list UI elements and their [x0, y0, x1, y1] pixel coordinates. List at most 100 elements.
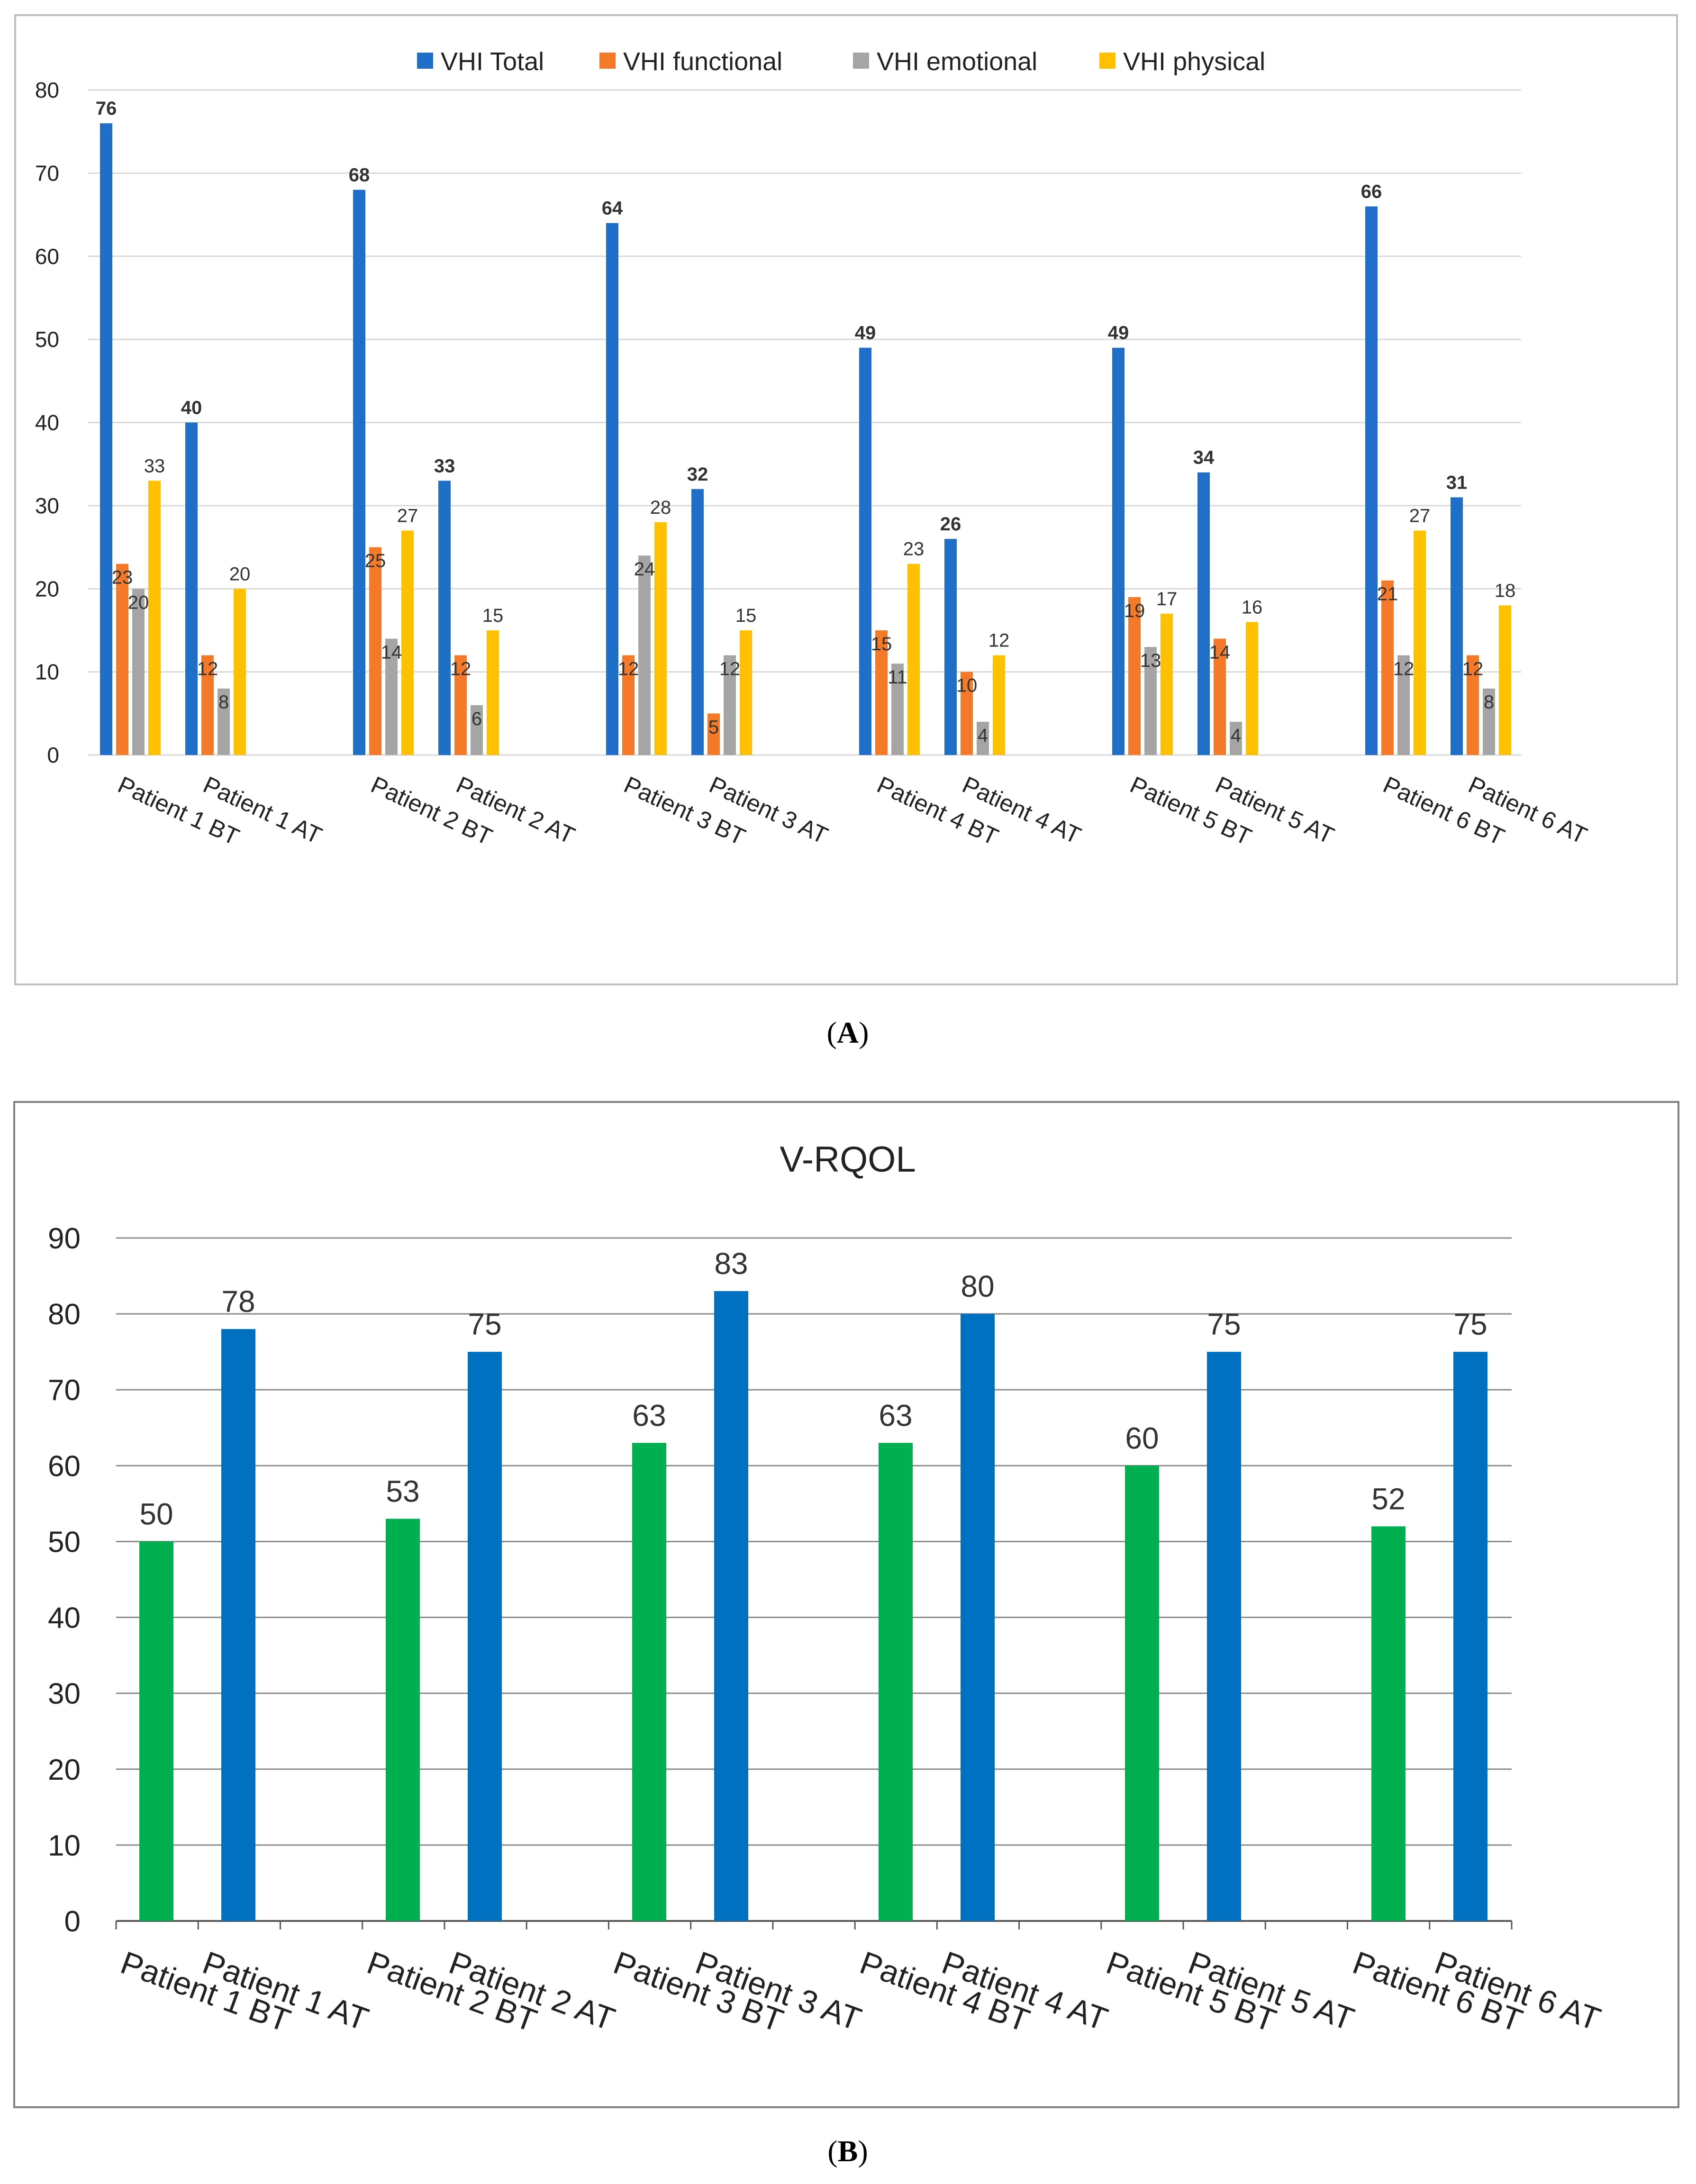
chart-a-ytick-10: 10	[35, 660, 59, 684]
chart-a-bar-patient-5-at-vhi-physical	[1246, 622, 1258, 755]
chart-b-ytick-60: 60	[48, 1450, 81, 1483]
chart-a-label-patient-4-at-vhi-total: 26	[940, 514, 961, 535]
chart-a-bar-patient-2-bt-vhi-emotional	[385, 638, 398, 755]
chart-a-bar-patient-3-bt-vhi-physical	[654, 522, 667, 755]
chart-a-label-patient-1-at-vhi-physical: 20	[229, 564, 251, 584]
chart-a-label-patient-1-at-vhi-emotional: 8	[218, 692, 229, 713]
chart-a-label-patient-2-bt-vhi-emotional: 14	[381, 642, 402, 663]
chart-a-bar-patient-4-at-vhi-functional	[961, 672, 973, 755]
chart-a-bar-patient-1-bt-vhi-total	[100, 123, 112, 755]
chart-b-title: V-RQOL	[780, 1139, 916, 1180]
chart-b-bar-patient-4-at	[961, 1314, 995, 1921]
chart-a-bar-patient-6-at-vhi-physical	[1499, 605, 1511, 755]
chart-a-bar-patient-5-bt-vhi-total	[1112, 347, 1125, 755]
chart-a-label-patient-2-at-vhi-total: 33	[434, 455, 455, 476]
chart-a-label-patient-2-bt-vhi-total: 68	[349, 164, 370, 185]
chart-a-bar-patient-4-at-vhi-emotional	[977, 721, 989, 755]
chart-a-label-patient-2-bt-vhi-functional: 25	[365, 551, 386, 572]
chart-a-bar-patient-2-at-vhi-total	[438, 481, 451, 755]
chart-a-label-patient-5-at-vhi-total: 34	[1193, 447, 1215, 468]
chart-a-bar-patient-4-at-vhi-physical	[993, 655, 1005, 755]
chart-a-label-patient-5-bt-vhi-functional: 19	[1124, 601, 1145, 621]
chart-b-ytick-80: 80	[48, 1298, 81, 1331]
chart-b-ytick-30: 30	[48, 1678, 81, 1711]
chart-a-legend-label-vhi-functional: VHI functional	[623, 47, 782, 76]
chart-b-bar-patient-1-at	[221, 1329, 255, 1921]
chart-a-label-patient-4-at-vhi-physical: 12	[989, 630, 1010, 651]
chart-a-bar-patient-6-bt-vhi-emotional	[1397, 655, 1410, 755]
chart-a-bar-patient-3-bt-vhi-total	[606, 223, 618, 755]
chart-a-label-patient-6-at-vhi-functional: 12	[1462, 659, 1484, 680]
chart-a-label-patient-6-bt-vhi-functional: 21	[1377, 584, 1398, 605]
chart-a-ytick-60: 60	[35, 244, 59, 269]
chart-a-label-patient-5-bt-vhi-total: 49	[1108, 323, 1129, 344]
chart-a-label-patient-4-bt-vhi-total: 49	[855, 323, 876, 344]
chart-b-ytick-20: 20	[48, 1754, 81, 1786]
chart-a-bar-patient-2-at-vhi-functional	[454, 655, 467, 755]
chart-a-bar-patient-6-bt-vhi-total	[1365, 206, 1378, 755]
chart-b-label-patient-4-at: 80	[961, 1269, 994, 1303]
chart-a-bar-patient-1-at-vhi-emotional	[218, 688, 230, 755]
caption-a-letter: A	[837, 1016, 859, 1049]
chart-b-label-patient-5-bt: 60	[1125, 1421, 1159, 1455]
chart-a-legend-swatch-vhi-emotional	[853, 53, 869, 69]
chart-a-label-patient-6-bt-vhi-physical: 27	[1409, 505, 1431, 526]
chart-a-ytick-20: 20	[35, 576, 59, 601]
chart-a-bar-patient-6-at-vhi-total	[1451, 497, 1463, 755]
chart-a-bar-patient-2-at-vhi-physical	[487, 630, 499, 755]
chart-b-bar-patient-3-bt	[632, 1443, 666, 1921]
chart-b-bar-patient-1-bt	[139, 1541, 173, 1921]
chart-a-label-patient-3-at-vhi-functional: 5	[708, 717, 719, 737]
chart-a-bar-patient-1-bt-vhi-emotional	[132, 589, 145, 755]
chart-a-label-patient-1-at-vhi-total: 40	[181, 398, 202, 419]
chart-a-label-patient-3-bt-vhi-physical: 28	[650, 497, 671, 518]
chart-b-bar-patient-2-at	[468, 1352, 502, 1921]
chart-a-bar-patient-5-at-vhi-total	[1197, 472, 1210, 755]
chart-a-bar-patient-6-at-vhi-functional	[1467, 655, 1479, 755]
chart-a-label-patient-4-bt-vhi-functional: 15	[871, 634, 892, 655]
chart-a-bar-patient-5-bt-vhi-physical	[1161, 613, 1173, 755]
chart-a-label-patient-6-at-vhi-physical: 18	[1495, 580, 1516, 601]
chart-b-label-patient-2-bt: 53	[386, 1474, 419, 1508]
chart-a-bar-patient-4-bt-vhi-emotional	[891, 664, 904, 755]
chart-a-label-patient-2-at-vhi-functional: 12	[450, 659, 472, 680]
chart-a-ytick-0: 0	[47, 743, 59, 767]
chart-a-label-patient-3-bt-vhi-emotional: 24	[634, 559, 655, 580]
chart-a-label-patient-4-bt-vhi-emotional: 11	[888, 667, 907, 688]
chart-a-bar-patient-5-bt-vhi-emotional	[1144, 647, 1157, 755]
chart-a-label-patient-3-bt-vhi-functional: 12	[618, 659, 639, 680]
chart-a-bar-patient-5-bt-vhi-functional	[1128, 597, 1141, 755]
chart-a-bar-patient-3-at-vhi-physical	[740, 630, 752, 755]
chart-a-label-patient-6-bt-vhi-emotional: 12	[1393, 659, 1415, 680]
chart-a-bar-patient-6-bt-vhi-functional	[1381, 580, 1394, 755]
chart-a-bar-patient-2-bt-vhi-total	[353, 190, 365, 755]
chart-a-label-patient-6-at-vhi-total: 31	[1446, 472, 1468, 493]
chart-a-legend-label-vhi-physical: VHI physical	[1123, 47, 1265, 76]
chart-a-legend-swatch-vhi-total	[417, 53, 433, 69]
chart-a-legend-swatch-vhi-physical	[1099, 53, 1116, 69]
chart-a-label-patient-1-bt-vhi-total: 76	[96, 98, 117, 119]
chart-a-legend-label-vhi-total: VHI Total	[441, 47, 544, 76]
chart-a-bar-patient-1-bt-vhi-functional	[116, 564, 128, 755]
chart-b-bar-patient-3-at	[714, 1291, 748, 1921]
chart-a-bar-patient-4-bt-vhi-total	[859, 347, 871, 755]
chart-b-bar-patient-5-at	[1207, 1352, 1241, 1921]
chart-a-label-patient-5-at-vhi-physical: 16	[1242, 597, 1263, 618]
chart-a-bar-patient-1-at-vhi-physical	[234, 589, 246, 755]
chart-a-label-patient-1-bt-vhi-functional: 23	[112, 567, 133, 588]
chart-b-bar-patient-2-bt	[386, 1519, 420, 1921]
chart-a-bar-patient-4-at-vhi-total	[944, 539, 957, 755]
chart-a-ytick-70: 70	[35, 161, 59, 185]
chart-a-label-patient-3-at-vhi-total: 32	[687, 464, 708, 485]
chart-a-label-patient-1-at-vhi-functional: 12	[197, 659, 218, 680]
chart-a-label-patient-6-bt-vhi-total: 66	[1361, 182, 1382, 202]
chart-a-bar-patient-1-at-vhi-functional	[201, 655, 214, 755]
chart-a-bar-patient-1-bt-vhi-physical	[148, 481, 161, 755]
chart-a-bar-patient-3-at-vhi-total	[691, 489, 704, 755]
chart-b-label-patient-4-bt: 63	[879, 1398, 912, 1432]
chart-a-label-patient-4-at-vhi-functional: 10	[956, 675, 978, 696]
chart-a-legend-label-vhi-emotional: VHI emotional	[877, 47, 1037, 76]
chart-a-label-patient-4-bt-vhi-physical: 23	[903, 539, 925, 560]
chart-b-label-patient-5-at: 75	[1207, 1307, 1241, 1341]
